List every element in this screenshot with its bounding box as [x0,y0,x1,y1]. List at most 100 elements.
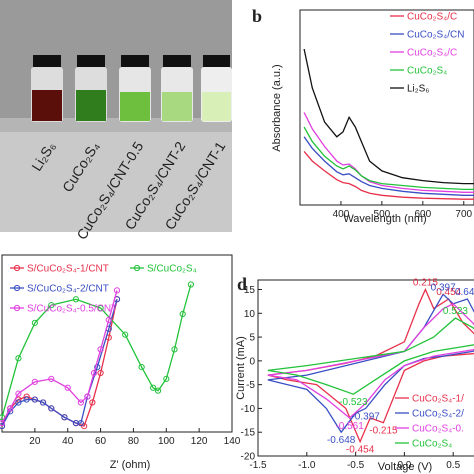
data-point [97,346,104,353]
data-point [97,369,104,377]
data-point [31,378,38,385]
x-tick-label: 140 [224,436,241,447]
y-tick-label: -15 [241,428,256,439]
data-point [94,364,101,371]
x-tick-label: 80 [128,436,140,447]
data-point [23,396,30,403]
y-tick-label: -20 [241,452,256,463]
data-point [179,310,186,318]
x-axis-label: Voltage (V) [378,461,432,473]
x-tick-label: -1.0 [298,460,316,471]
data-point [163,375,170,382]
peak-label: -0.397 [351,411,380,422]
plot-area [267,287,474,444]
data-point [77,420,84,427]
series-line [1,299,118,427]
legend-label: CuCo₂S₄/CN [407,30,464,41]
series-line [267,317,474,395]
data-point [7,405,14,412]
data-point [77,399,84,406]
x-tick-label: -1.5 [249,460,267,471]
peak-label: 0.646 [455,287,474,298]
vial [31,55,63,122]
data-point [150,384,157,391]
data-point [84,393,91,400]
peak-label: -0.561 [335,421,364,432]
data-point [0,423,6,430]
plot-area [0,281,195,430]
legend-label: Li₂S₆ [407,84,429,95]
y-tick-label: 15 [244,285,256,296]
series-line [303,136,474,196]
x-tick-label: 700 [455,209,472,220]
vial [75,55,107,122]
legend-label: CuCo₂S₄/C [407,12,457,23]
x-tick-label: 0.5 [446,460,460,471]
data-point [97,305,104,312]
data-point [15,390,22,397]
data-point [72,296,80,303]
panel-label: b [252,6,262,26]
data-point [61,414,68,421]
vial [119,55,151,122]
legend-label: CuCo₂S₄/C [407,48,457,59]
y-tick-label: 5 [249,333,255,344]
peak-label: 0.215 [413,278,438,289]
data-point [15,355,22,362]
x-tick-label: 100 [158,436,175,447]
data-point [31,396,38,403]
y-tick-label: 10 [244,309,256,320]
legend-label: CuCo₂S₄-2/ [412,409,464,420]
panel-label: d [237,274,247,294]
peak-label: -0.648 [327,435,356,446]
legend-marker [13,264,21,272]
series-line [1,284,192,418]
data-point [48,375,55,382]
data-point [31,319,38,326]
data-point [171,346,178,353]
legend-label: CuCo₂S₄-1/ [412,394,464,405]
legend-marker [133,264,141,272]
data-point [90,369,98,377]
legend-label: S/CuCo₂S₄-2/CNT [27,284,109,295]
y-axis-label: Current (mA) [235,336,247,400]
data-point [113,287,121,294]
peak-label: 0.454 [436,287,461,298]
y-tick-label: -5 [246,380,255,391]
peak-label: -0.523 [339,397,368,408]
peak-label: -0.454 [346,445,375,456]
y-tick-label: 0 [249,356,255,367]
x-axis-label: Wavelength (nm) [343,213,426,225]
legend-label: S/CuCo₂S₄ [147,264,197,275]
legend-marker [13,284,21,292]
x-tick-label: 600 [414,209,431,220]
x-tick-label: 500 [374,209,391,220]
x-tick-label: 20 [29,436,41,447]
data-point [122,331,129,338]
data-point [39,399,47,406]
x-tick-label: 400 [333,209,350,220]
x-tick-label: 0.0 [397,460,411,471]
plot-area [303,48,474,200]
data-point [105,316,112,323]
series-line [267,287,474,444]
y-axis-label: Absorbance (a.u.) [271,64,283,151]
data-point [187,281,195,288]
x-tick-label: 120 [191,436,208,447]
plot-frame [257,279,474,457]
data-point [138,364,145,371]
legend-marker [13,304,21,312]
y-tick-label: -10 [241,404,256,415]
x-axis-label: Z' (ohm) [110,459,151,471]
data-point [15,399,22,406]
legend-label: CuCo₂S₄ [407,66,447,77]
series-line [303,48,474,185]
legend-label: S/CuCo₂S₄-1/CNT [27,264,109,275]
series-line [303,126,474,191]
chart: 20 40 60 80 100 120 140 Z' (ohm) S/CuCo₂S₄-1/CNT… [0,254,241,471]
data-point [0,420,6,427]
data-point [48,302,55,309]
data-point [154,387,162,394]
